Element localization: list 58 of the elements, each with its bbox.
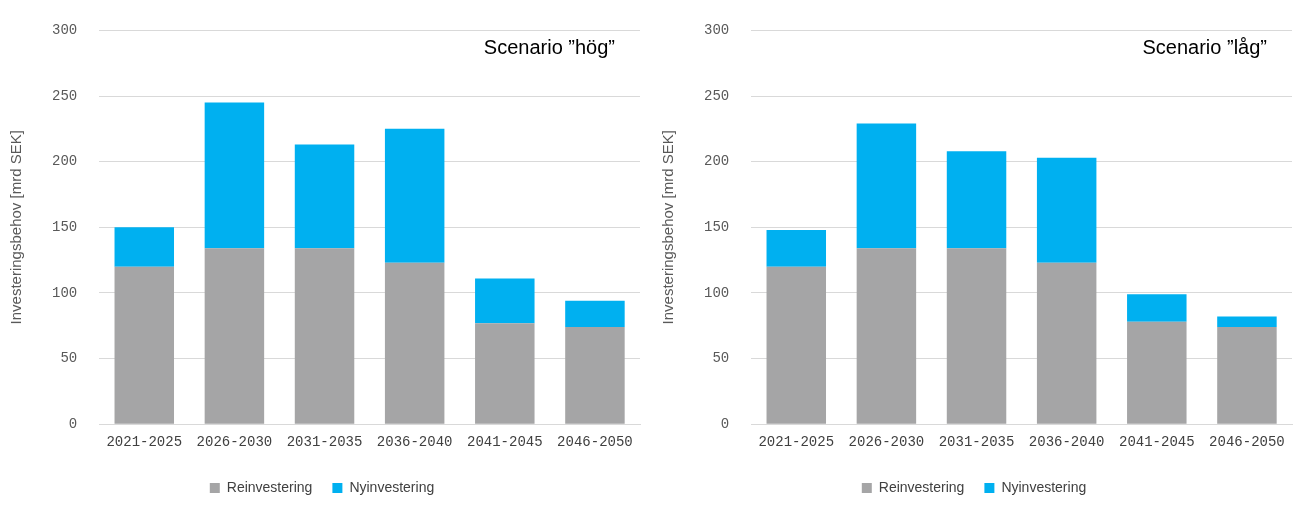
bar — [1217, 327, 1277, 424]
x-tick-label: 2036-2040 — [1028, 434, 1105, 451]
bar — [384, 128, 445, 263]
y-tick-label: 50 — [60, 350, 78, 367]
y-tick-label: 200 — [51, 153, 78, 170]
y-tick-label: 100 — [51, 284, 78, 301]
legend-label: Nyinvestering — [1001, 478, 1087, 495]
bar — [384, 262, 445, 424]
bar — [766, 229, 827, 267]
bar — [294, 144, 355, 249]
x-tick-label: 2021-2025 — [106, 434, 183, 451]
y-tick-label: 0 — [68, 415, 78, 432]
bar — [114, 227, 175, 267]
x-tick-label: 2041-2045 — [466, 434, 543, 451]
y-axis-title: Investeringsbehov [mrd SEK] — [7, 130, 25, 325]
y-tick-label: 300 — [51, 22, 78, 39]
legend-label: Reinvestering — [878, 478, 965, 495]
y-tick-label: 200 — [703, 153, 730, 170]
chart-title: Scenario ”låg” — [1142, 35, 1267, 58]
bar — [946, 151, 1007, 249]
y-axis-title: Investeringsbehov [mrd SEK] — [659, 130, 677, 325]
bar — [946, 248, 1007, 424]
bar — [1127, 321, 1187, 424]
bar — [1127, 294, 1187, 322]
x-tick-label: 2041-2045 — [1118, 434, 1195, 451]
y-tick-label: 150 — [703, 219, 730, 235]
bar — [114, 266, 175, 424]
y-tick-label: 300 — [703, 22, 730, 39]
bar — [1036, 157, 1097, 263]
bar — [856, 248, 917, 424]
bar — [565, 327, 625, 424]
bar — [1036, 262, 1097, 424]
x-tick-label: 2046-2050 — [1209, 434, 1285, 451]
bar — [475, 278, 535, 324]
bar — [204, 102, 265, 249]
bar — [856, 123, 917, 249]
y-tick-label: 250 — [703, 87, 730, 104]
bar — [204, 248, 265, 424]
y-tick-label: 0 — [720, 415, 730, 432]
legend-label: Reinvestering — [226, 478, 313, 495]
x-tick-label: 2021-2025 — [758, 434, 835, 451]
bar — [475, 323, 535, 424]
chart-title: Scenario ”hög” — [483, 35, 615, 58]
x-tick-label: 2026-2030 — [848, 434, 925, 451]
bar — [1217, 316, 1277, 328]
bar — [565, 300, 625, 328]
bar — [294, 248, 355, 424]
x-tick-label: 2031-2035 — [938, 434, 1015, 451]
y-tick-label: 100 — [703, 284, 730, 301]
y-tick-label: 250 — [51, 87, 78, 104]
x-tick-label: 2036-2040 — [376, 434, 453, 451]
x-tick-label: 2046-2050 — [557, 434, 633, 451]
y-tick-label: 150 — [51, 219, 78, 235]
x-tick-label: 2031-2035 — [286, 434, 363, 451]
legend-label: Nyinvestering — [349, 478, 435, 495]
x-tick-label: 2026-2030 — [196, 434, 273, 451]
bar — [766, 266, 827, 424]
y-tick-label: 50 — [712, 350, 730, 367]
